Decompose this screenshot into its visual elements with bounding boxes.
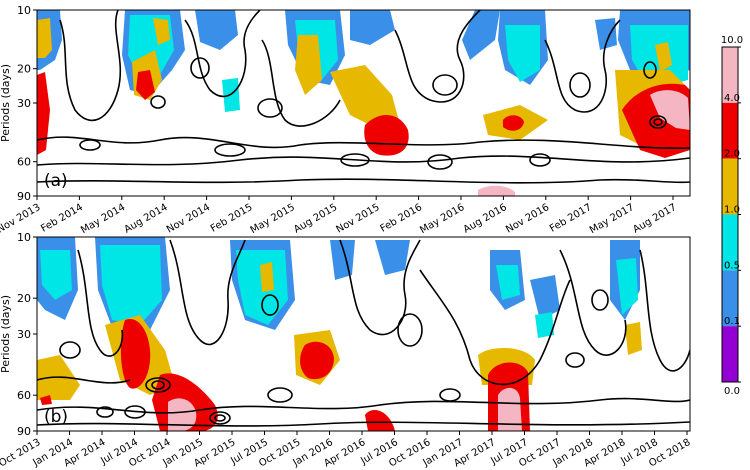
panel-a-plot-area — [37, 10, 690, 196]
y-tick-label: 10 — [17, 4, 31, 17]
y-tick-label: 20 — [17, 63, 31, 76]
x-tick-label: Aug 2015 — [292, 202, 339, 236]
colorbar-label: 2.0 — [724, 149, 740, 160]
colorbar-segment — [722, 47, 738, 103]
x-tick-label: May 2017 — [588, 202, 636, 236]
x-tick-label: Feb 2014 — [39, 202, 85, 235]
y-tick-label: 30 — [17, 328, 31, 341]
colorbar-label: 0.5 — [724, 260, 740, 271]
y-tick-label: 20 — [17, 292, 31, 305]
panel-b-fill-4-0-to-10-0 — [168, 387, 522, 431]
panel-a-y-axis-title: Periods (days) — [0, 64, 12, 142]
x-tick-label: Feb 2017 — [548, 202, 594, 235]
x-tick-label: Nov 2015 — [334, 202, 381, 236]
y-tick-label: 10 — [17, 231, 31, 244]
colorbar-segment — [722, 102, 738, 159]
colorbar-segment — [722, 214, 738, 271]
colorbar-label: 10.0 — [721, 35, 743, 46]
y-tick-label: 60 — [17, 156, 31, 169]
panel-a-y-axis: 10 20 30 60 90 — [17, 4, 37, 203]
x-tick-label: Aug 2017 — [631, 202, 678, 236]
panel-a-contours — [37, 10, 690, 184]
colorbar-label: 0.0 — [724, 386, 740, 397]
panel-b-y-axis: 10 20 30 60 90 — [17, 231, 37, 438]
colorbar-segment — [722, 270, 738, 327]
colorbar-segment — [722, 326, 738, 382]
colorbar-label: 1.0 — [724, 205, 740, 216]
x-tick-label: Feb 2016 — [378, 202, 424, 235]
panel-b-contours — [37, 239, 690, 427]
y-tick-label: 60 — [17, 389, 31, 402]
colorbar: 10.0 4.0 2.0 1.0 0.5 0.1 0.0 — [721, 35, 743, 397]
x-tick-label: May 2016 — [418, 202, 466, 236]
panel-b-plot-area — [37, 237, 690, 431]
colorbar-label: 4.0 — [724, 93, 740, 104]
y-tick-label: 90 — [17, 190, 31, 203]
colorbar-label: 0.1 — [724, 316, 740, 327]
x-tick-label: May 2014 — [79, 202, 127, 236]
x-tick-label: Nov 2014 — [165, 202, 212, 236]
y-tick-label: 30 — [17, 97, 31, 110]
panel-a-fill-4-0-to-10-0 — [478, 90, 690, 196]
x-tick-label: Aug 2014 — [122, 202, 169, 236]
x-tick-label: Nov 2016 — [504, 202, 551, 236]
x-tick-label: Feb 2015 — [209, 202, 255, 235]
panel-b-y-axis-title: Periods (days) — [0, 295, 12, 373]
panel-b-label: (b) — [44, 407, 68, 427]
colorbar-segment — [722, 158, 738, 215]
panel-b-fill-0-5-to-1-0 — [40, 245, 638, 338]
y-tick-label: 90 — [17, 425, 31, 438]
x-tick-label: Aug 2016 — [462, 202, 509, 236]
panel-a-label: (a) — [44, 171, 68, 191]
x-tick-label: May 2015 — [249, 202, 297, 236]
